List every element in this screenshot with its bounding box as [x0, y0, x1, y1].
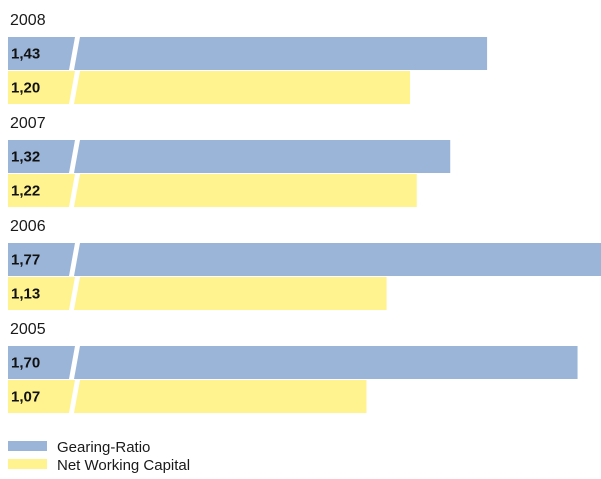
data-label-gearing-2006: 1,77 — [11, 252, 40, 269]
legend-swatch-nwc — [8, 459, 47, 469]
year-label-2007: 2007 — [10, 115, 46, 132]
year-label-2006: 2006 — [10, 218, 46, 235]
value-box-gearing-2006 — [8, 243, 75, 276]
value-box-nwc-2008 — [8, 71, 75, 104]
data-label-nwc-2006: 1,13 — [11, 286, 40, 303]
value-box-gearing-2007 — [8, 140, 75, 173]
value-box-nwc-2007 — [8, 174, 75, 207]
bar-nwc-2005 — [74, 380, 367, 413]
year-label-2008: 2008 — [10, 12, 46, 29]
bar-gearing-2006 — [74, 243, 601, 276]
bar-nwc-2007 — [74, 174, 417, 207]
bar-nwc-2008 — [74, 71, 411, 104]
bar-nwc-2006 — [74, 277, 387, 310]
value-box-nwc-2005 — [8, 380, 75, 413]
bar-gearing-2007 — [74, 140, 451, 173]
data-label-nwc-2005: 1,07 — [11, 389, 40, 406]
legend-label-nwc: Net Working Capital — [57, 457, 190, 474]
legend-label-gearing: Gearing-Ratio — [57, 439, 150, 456]
data-label-gearing-2005: 1,70 — [11, 355, 40, 372]
year-label-2005: 2005 — [10, 321, 46, 338]
data-label-gearing-2008: 1,43 — [11, 46, 40, 63]
value-box-gearing-2005 — [8, 346, 75, 379]
legend-swatch-gearing — [8, 441, 47, 451]
value-box-gearing-2008 — [8, 37, 75, 70]
bar-gearing-2005 — [74, 346, 578, 379]
bar-gearing-2008 — [74, 37, 488, 70]
data-label-nwc-2008: 1,20 — [11, 80, 40, 97]
data-label-nwc-2007: 1,22 — [11, 183, 40, 200]
value-box-nwc-2006 — [8, 277, 75, 310]
data-label-gearing-2007: 1,32 — [11, 149, 40, 166]
